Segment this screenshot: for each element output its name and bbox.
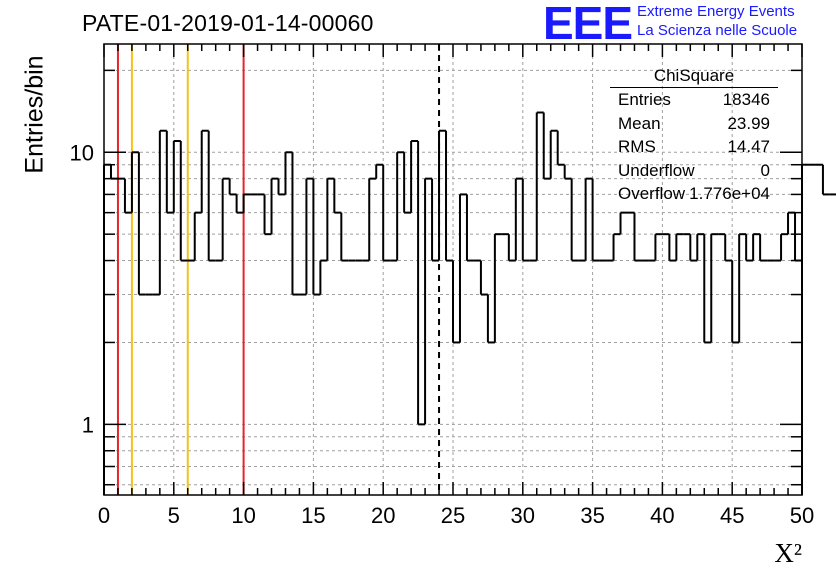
stats-row-overflow: Overflow 1.776e+04 <box>610 182 778 206</box>
stats-title: ChiSquare <box>610 66 778 88</box>
x-tick-label: 0 <box>98 503 110 528</box>
x-axis-label: X² <box>774 538 802 568</box>
stats-label: RMS <box>618 137 656 156</box>
x-tick-label: 50 <box>790 503 814 528</box>
x-tick-label: 5 <box>168 503 180 528</box>
chart-title: PATE-01-2019-01-14-00060 <box>82 10 374 36</box>
stats-row-rms: RMS 14.47 <box>610 135 778 159</box>
x-tick-label: 35 <box>580 503 604 528</box>
x-tick-label: 15 <box>301 503 325 528</box>
stats-row-underflow: Underflow 0 <box>610 159 778 183</box>
x-tick-label: 20 <box>371 503 395 528</box>
y-tick-label: 10 <box>70 140 94 165</box>
x-tick-label: 25 <box>441 503 465 528</box>
x-tick-label: 30 <box>511 503 535 528</box>
stats-value: 0 <box>760 160 770 180</box>
x-tick-label: 10 <box>231 503 255 528</box>
logo-text-line-1: Extreme Energy Events <box>637 3 795 20</box>
stats-label: Entries <box>618 90 671 109</box>
stats-label: Underflow <box>618 160 695 180</box>
stats-value: 23.99 <box>727 113 770 133</box>
stats-value: 18346 <box>722 90 770 109</box>
stats-label: Overflow <box>618 184 686 203</box>
reference-lines <box>116 44 441 495</box>
logo-text-line-2: La Scienza nelle Scuole <box>637 22 798 39</box>
stats-row-entries: Entries 18346 <box>610 88 778 112</box>
x-tick-label: 40 <box>650 503 674 528</box>
stats-label: Mean <box>618 113 661 133</box>
x-tick-label: 45 <box>720 503 744 528</box>
y-tick-label: 1 <box>82 412 94 437</box>
stats-box: ChiSquare Entries 18346 Mean 23.99 RMS 1… <box>610 66 778 206</box>
axes: 1 10 0 5 10 15 20 25 30 35 40 45 50 <box>70 43 814 528</box>
stats-row-mean: Mean 23.99 <box>610 112 778 136</box>
stats-value: 14.47 <box>727 137 770 156</box>
stats-value: 1.776e+04 <box>689 184 770 203</box>
eee-logo: EEE <box>543 0 633 49</box>
